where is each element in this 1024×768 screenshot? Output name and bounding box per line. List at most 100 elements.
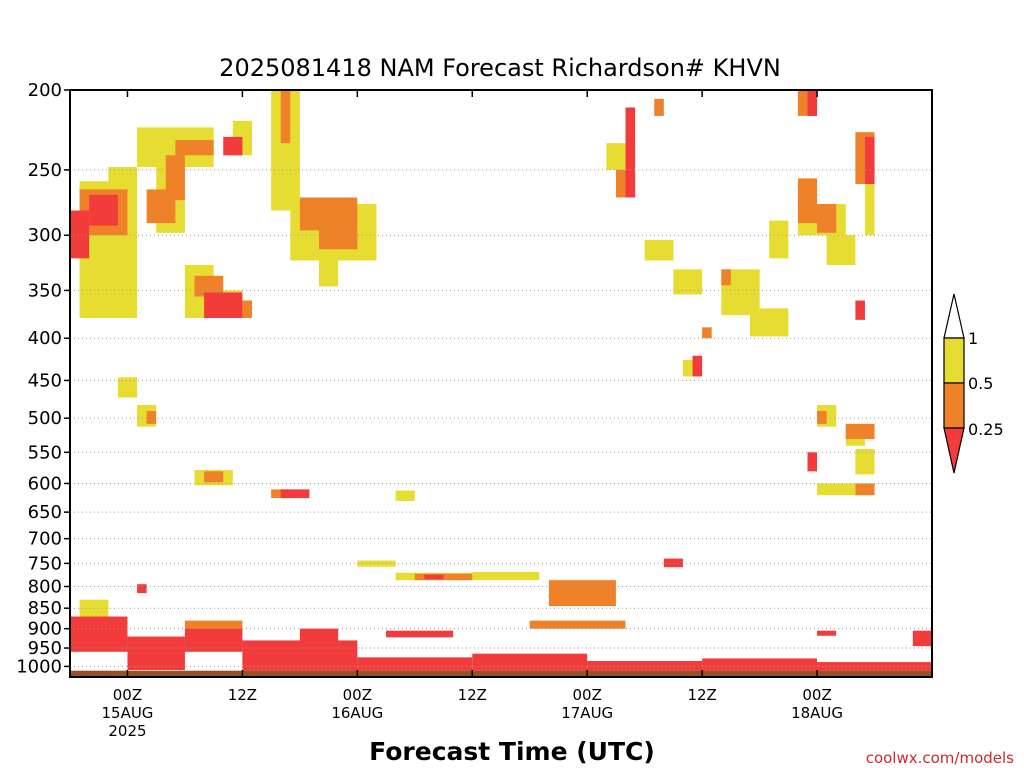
heatmap-cell	[692, 355, 703, 377]
y-tick-label: 350	[28, 280, 62, 301]
x-tick-label: 12Z	[458, 686, 487, 704]
heatmap-cell	[223, 136, 243, 156]
colorbar-legend: 1 0.5 0.25	[943, 293, 1004, 474]
heatmap-cell	[807, 452, 818, 472]
colorbar-swatch-0.5-1	[943, 337, 965, 384]
heatmap-cell	[204, 471, 224, 483]
heatmap-cell	[807, 90, 818, 116]
heatmap-cell	[826, 235, 856, 265]
y-tick-label: 900	[28, 619, 62, 640]
credit-text: coolwx.com/models	[866, 749, 1014, 767]
y-tick-label: 400	[28, 328, 62, 349]
heatmap-cell	[137, 584, 147, 594]
heatmap-cell	[702, 658, 818, 671]
y-tick-label: 300	[28, 225, 62, 246]
x-tick-label: 12Z	[228, 686, 257, 704]
y-tick-label: 200	[28, 80, 62, 101]
heatmap-cell	[146, 410, 157, 424]
heatmap-cell	[357, 560, 396, 567]
heatmap-cell	[625, 107, 636, 198]
heatmap-cell	[70, 616, 128, 652]
heatmap-cell	[587, 661, 703, 671]
colorbar-tick-label: 0.25	[968, 420, 1004, 439]
y-tick-label: 850	[28, 598, 62, 619]
x-tick-label: 2025	[108, 722, 146, 740]
y-tick-label: 800	[28, 576, 62, 597]
y-tick-label: 250	[28, 160, 62, 181]
x-tick-label: 00Z	[113, 686, 142, 704]
x-tick-label: 12Z	[687, 686, 716, 704]
x-tick-label: 15AUG	[101, 704, 153, 722]
heatmap-cell	[654, 98, 664, 116]
x-tick-label: 00Z	[573, 686, 602, 704]
heatmap-cell	[165, 155, 185, 201]
y-tick-label: 1000	[16, 656, 62, 677]
colorbar-swatch-0.25-0.5	[943, 382, 965, 429]
heatmap-cell	[89, 194, 118, 226]
y-tick-label: 700	[28, 529, 62, 550]
heatmap-cell	[175, 140, 214, 156]
heatmap-cell	[817, 410, 827, 424]
x-tick-label: 18AUG	[791, 704, 843, 722]
heatmap-cell	[204, 292, 243, 318]
heatmap-cell	[242, 300, 252, 318]
heatmap-cell	[357, 657, 473, 671]
heatmap-cell	[750, 308, 789, 337]
y-axis: 200 250 300 350 400 450 500 550 600 650 700 7508008…	[16, 80, 70, 677]
heatmap-cell	[319, 253, 339, 287]
heatmap-cell	[127, 636, 185, 670]
y-tick-label: 750	[28, 553, 62, 574]
x-tick-label: 16AUG	[331, 704, 383, 722]
heatmap-cell	[817, 630, 837, 636]
heatmap-cell	[855, 300, 865, 320]
heatmap-cell	[194, 275, 224, 297]
heatmap-cell	[817, 204, 837, 233]
heatmap-cell	[117, 377, 138, 398]
plot-frame	[69, 89, 933, 678]
heatmap-cell	[817, 483, 856, 496]
heatmap-cell	[280, 90, 291, 144]
gridlines	[70, 169, 932, 667]
y-tick-label: 600	[28, 473, 62, 494]
heatmap-cell	[797, 178, 818, 224]
heatmap-cell	[769, 220, 789, 259]
heatmap-cell	[108, 167, 138, 187]
heatmap-cell	[644, 239, 674, 261]
heatmap-cell	[855, 483, 875, 496]
heatmap-cell	[912, 630, 932, 647]
x-tick-label: 00Z	[343, 686, 372, 704]
colorbar-swatch-lt0.25	[943, 427, 965, 474]
x-axis-label: Forecast Time (UTC)	[369, 737, 655, 766]
heatmap-cell	[529, 620, 626, 629]
chart-title: 2025081418 NAM Forecast Richardson# KHVN	[219, 54, 781, 82]
heatmap-cell	[702, 327, 712, 339]
heatmap-cell	[472, 653, 588, 671]
y-tick-label: 550	[28, 442, 62, 463]
colorbar-tick-label: 0.5	[968, 374, 993, 393]
ground-surface	[70, 670, 932, 677]
heatmap-cell	[319, 230, 358, 250]
y-tick-label: 450	[28, 370, 62, 391]
heatmap-cell	[845, 423, 875, 440]
heatmap-cell	[299, 197, 358, 231]
x-tick-label: 00Z	[802, 686, 831, 704]
heatmap-cell	[395, 490, 415, 501]
data-cells	[70, 90, 932, 671]
heatmap-cell	[280, 489, 310, 499]
heatmap-cell	[673, 269, 703, 295]
heatmap-cell	[864, 136, 875, 184]
heatmap-cell	[864, 169, 875, 236]
heatmap-cell	[548, 580, 616, 607]
heatmap-cell	[299, 628, 339, 647]
colorbar-swatch-gt1	[943, 293, 965, 339]
heatmap-cell	[184, 628, 243, 652]
heatmap-cell	[472, 571, 540, 581]
heatmap-cell	[242, 640, 358, 671]
y-tick-label: 500	[28, 408, 62, 429]
colorbar-tick-label: 1	[968, 329, 978, 348]
x-tick-label: 17AUG	[561, 704, 613, 722]
heatmap-cell	[721, 269, 731, 286]
heatmap-cell	[386, 630, 454, 638]
